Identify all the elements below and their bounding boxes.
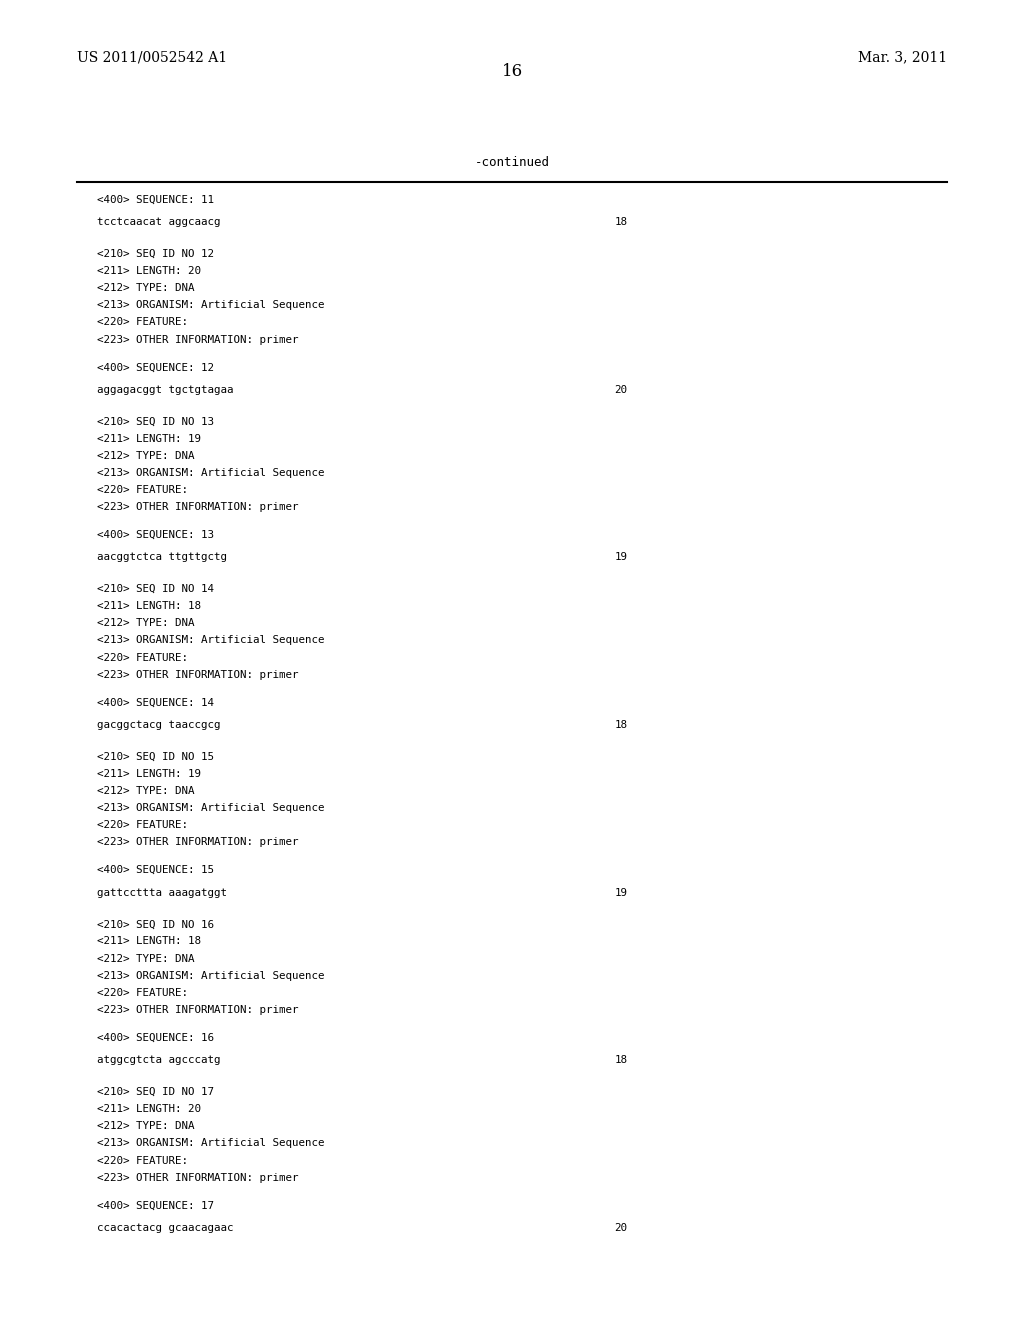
- Text: <211> LENGTH: 19: <211> LENGTH: 19: [97, 433, 202, 444]
- Text: 20: 20: [614, 1222, 628, 1233]
- Text: <210> SEQ ID NO 17: <210> SEQ ID NO 17: [97, 1086, 214, 1097]
- Text: <211> LENGTH: 20: <211> LENGTH: 20: [97, 1104, 202, 1114]
- Text: 18: 18: [614, 216, 628, 227]
- Text: 20: 20: [614, 384, 628, 395]
- Text: <212> TYPE: DNA: <212> TYPE: DNA: [97, 953, 195, 964]
- Text: Mar. 3, 2011: Mar. 3, 2011: [858, 50, 947, 65]
- Text: US 2011/0052542 A1: US 2011/0052542 A1: [77, 50, 227, 65]
- Text: <400> SEQUENCE: 12: <400> SEQUENCE: 12: [97, 362, 214, 372]
- Text: <212> TYPE: DNA: <212> TYPE: DNA: [97, 785, 195, 796]
- Text: aacggtctca ttgttgctg: aacggtctca ttgttgctg: [97, 552, 227, 562]
- Text: <400> SEQUENCE: 15: <400> SEQUENCE: 15: [97, 865, 214, 875]
- Text: tcctcaacat aggcaacg: tcctcaacat aggcaacg: [97, 216, 221, 227]
- Text: <210> SEQ ID NO 13: <210> SEQ ID NO 13: [97, 416, 214, 426]
- Text: <220> FEATURE:: <220> FEATURE:: [97, 1155, 188, 1166]
- Text: <213> ORGANISM: Artificial Sequence: <213> ORGANISM: Artificial Sequence: [97, 1138, 325, 1148]
- Text: 19: 19: [614, 552, 628, 562]
- Text: <210> SEQ ID NO 14: <210> SEQ ID NO 14: [97, 583, 214, 594]
- Text: <223> OTHER INFORMATION: primer: <223> OTHER INFORMATION: primer: [97, 1005, 299, 1015]
- Text: aggagacggt tgctgtagaa: aggagacggt tgctgtagaa: [97, 384, 233, 395]
- Text: gacggctacg taaccgcg: gacggctacg taaccgcg: [97, 719, 221, 730]
- Text: <223> OTHER INFORMATION: primer: <223> OTHER INFORMATION: primer: [97, 502, 299, 512]
- Text: atggcgtcta agcccatg: atggcgtcta agcccatg: [97, 1055, 221, 1065]
- Text: <223> OTHER INFORMATION: primer: <223> OTHER INFORMATION: primer: [97, 837, 299, 847]
- Text: <220> FEATURE:: <220> FEATURE:: [97, 484, 188, 495]
- Text: <213> ORGANISM: Artificial Sequence: <213> ORGANISM: Artificial Sequence: [97, 300, 325, 310]
- Text: <220> FEATURE:: <220> FEATURE:: [97, 987, 188, 998]
- Text: <223> OTHER INFORMATION: primer: <223> OTHER INFORMATION: primer: [97, 1172, 299, 1183]
- Text: <211> LENGTH: 19: <211> LENGTH: 19: [97, 768, 202, 779]
- Text: -continued: -continued: [474, 156, 550, 169]
- Text: <400> SEQUENCE: 13: <400> SEQUENCE: 13: [97, 529, 214, 540]
- Text: <212> TYPE: DNA: <212> TYPE: DNA: [97, 282, 195, 293]
- Text: <400> SEQUENCE: 16: <400> SEQUENCE: 16: [97, 1032, 214, 1043]
- Text: <210> SEQ ID NO 16: <210> SEQ ID NO 16: [97, 919, 214, 929]
- Text: <211> LENGTH: 18: <211> LENGTH: 18: [97, 936, 202, 946]
- Text: 16: 16: [502, 63, 522, 81]
- Text: 19: 19: [614, 887, 628, 898]
- Text: 18: 18: [614, 1055, 628, 1065]
- Text: 18: 18: [614, 719, 628, 730]
- Text: <213> ORGANISM: Artificial Sequence: <213> ORGANISM: Artificial Sequence: [97, 803, 325, 813]
- Text: <213> ORGANISM: Artificial Sequence: <213> ORGANISM: Artificial Sequence: [97, 467, 325, 478]
- Text: <400> SEQUENCE: 11: <400> SEQUENCE: 11: [97, 194, 214, 205]
- Text: <223> OTHER INFORMATION: primer: <223> OTHER INFORMATION: primer: [97, 669, 299, 680]
- Text: <210> SEQ ID NO 12: <210> SEQ ID NO 12: [97, 248, 214, 259]
- Text: <213> ORGANISM: Artificial Sequence: <213> ORGANISM: Artificial Sequence: [97, 970, 325, 981]
- Text: <212> TYPE: DNA: <212> TYPE: DNA: [97, 618, 195, 628]
- Text: gattccttta aaagatggt: gattccttta aaagatggt: [97, 887, 227, 898]
- Text: <220> FEATURE:: <220> FEATURE:: [97, 820, 188, 830]
- Text: <220> FEATURE:: <220> FEATURE:: [97, 652, 188, 663]
- Text: <400> SEQUENCE: 17: <400> SEQUENCE: 17: [97, 1200, 214, 1210]
- Text: <212> TYPE: DNA: <212> TYPE: DNA: [97, 1121, 195, 1131]
- Text: <220> FEATURE:: <220> FEATURE:: [97, 317, 188, 327]
- Text: <213> ORGANISM: Artificial Sequence: <213> ORGANISM: Artificial Sequence: [97, 635, 325, 645]
- Text: <212> TYPE: DNA: <212> TYPE: DNA: [97, 450, 195, 461]
- Text: ccacactacg gcaacagaac: ccacactacg gcaacagaac: [97, 1222, 233, 1233]
- Text: <211> LENGTH: 20: <211> LENGTH: 20: [97, 265, 202, 276]
- Text: <211> LENGTH: 18: <211> LENGTH: 18: [97, 601, 202, 611]
- Text: <210> SEQ ID NO 15: <210> SEQ ID NO 15: [97, 751, 214, 762]
- Text: <400> SEQUENCE: 14: <400> SEQUENCE: 14: [97, 697, 214, 708]
- Text: <223> OTHER INFORMATION: primer: <223> OTHER INFORMATION: primer: [97, 334, 299, 345]
